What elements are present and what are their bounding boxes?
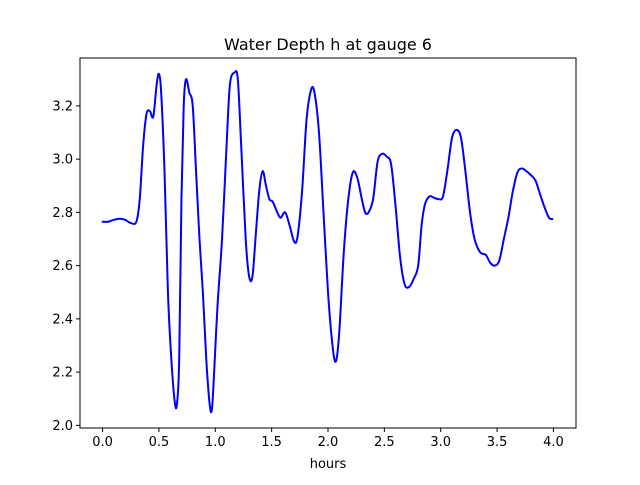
x-axis-label: hours [310, 457, 347, 472]
x-tick-label: 0.5 [149, 435, 170, 450]
y-tick-label: 3.0 [52, 153, 73, 168]
x-tick-label: 3.5 [487, 435, 508, 450]
x-tick-label: 1.0 [205, 435, 226, 450]
x-tick-label: 2.0 [318, 435, 339, 450]
y-tick-label: 3.2 [52, 99, 73, 114]
y-tick-label: 2.2 [52, 366, 73, 381]
x-tick-label: 3.0 [430, 435, 451, 450]
x-tick-label: 4.0 [543, 435, 564, 450]
x-tick-label: 1.5 [261, 435, 282, 450]
y-tick-label: 2.6 [52, 259, 73, 274]
series-layer [101, 70, 554, 414]
x-axis-ticks: 0.0 0.5 1.0 1.5 2.0 2.5 3.0 3.5 4.0 [92, 428, 564, 450]
y-tick-label: 2.0 [52, 419, 73, 434]
y-axis-ticks: 2.0 2.2 2.4 2.6 2.8 3.0 3.2 [52, 99, 80, 434]
y-tick-label: 2.4 [52, 312, 73, 327]
water-depth-series-line [101, 70, 554, 414]
chart-title: Water Depth h at gauge 6 [224, 35, 432, 54]
y-tick-label: 2.8 [52, 206, 73, 221]
x-tick-label: 2.5 [374, 435, 395, 450]
x-tick-label: 0.0 [92, 435, 113, 450]
